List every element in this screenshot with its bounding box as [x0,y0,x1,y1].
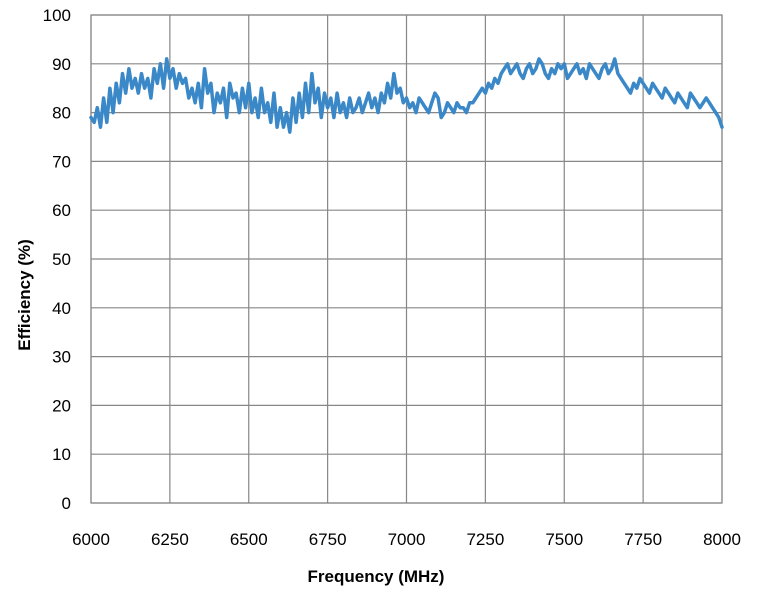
y-tick-label: 70 [52,152,71,171]
y-tick-label: 30 [52,348,71,367]
y-tick-label: 90 [52,55,71,74]
y-tick-label: 10 [52,445,71,464]
x-tick-label: 6000 [72,530,110,549]
y-tick-label: 40 [52,299,71,318]
efficiency-series-line [89,57,724,134]
x-tick-labels: 6000 6250 6500 6750 7000 7250 7500 7750 8000 [72,530,741,549]
plot-frame [90,14,723,504]
x-tick-label: 6750 [309,530,347,549]
y-tick-label: 60 [52,201,71,220]
x-tick-label: 7000 [388,530,426,549]
y-tick-label: 100 [43,6,71,25]
x-axis-title: Frequency (MHz) [308,567,445,586]
y-tick-label: 0 [62,494,71,513]
y-tick-label: 80 [52,104,71,123]
x-tick-label: 6250 [151,530,189,549]
y-axis-title: Efficiency (%) [15,239,34,350]
x-tick-label: 7750 [624,530,662,549]
y-tick-label: 20 [52,396,71,415]
x-tick-label: 6500 [230,530,268,549]
y-tick-label: 50 [52,250,71,269]
x-tick-label: 8000 [703,530,741,549]
y-tick-labels: 0 10 20 30 40 50 60 70 80 90 100 [43,6,71,513]
x-tick-label: 7500 [545,530,583,549]
x-tick-label: 7250 [466,530,504,549]
